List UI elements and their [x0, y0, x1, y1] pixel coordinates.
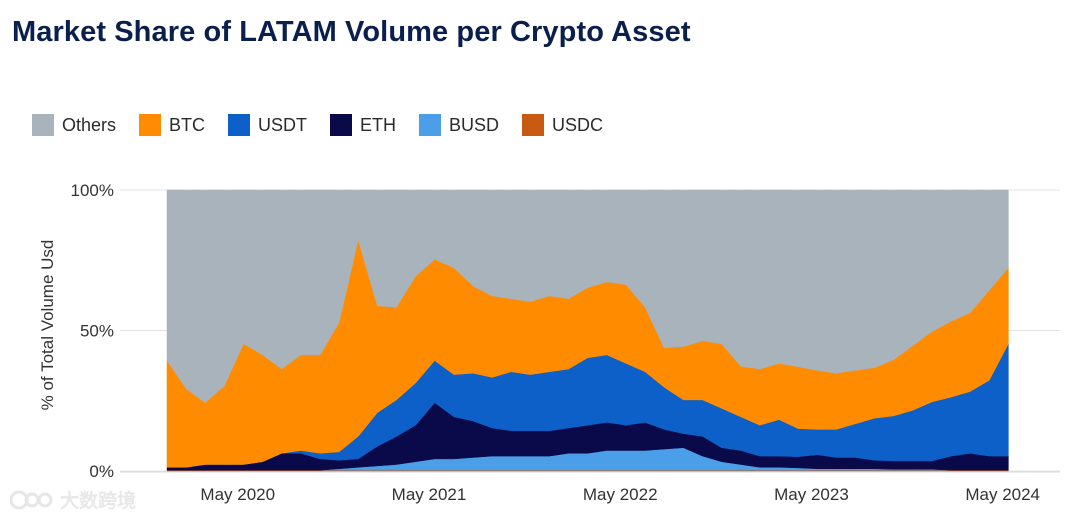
x-tick-label: May 2023: [774, 485, 849, 504]
legend-label-others: Others: [62, 114, 117, 135]
axes: 0% 50% 100% May 2020 May 2021 May 2022 May 202…: [71, 181, 1060, 504]
y-tick-label: 50%: [80, 322, 114, 341]
y-tick-label: 100%: [71, 181, 114, 200]
legend-label-usdt: USDT: [258, 114, 308, 135]
watermark-text: 大数跨境: [60, 491, 137, 512]
legend-item-eth[interactable]: ETH: [330, 114, 396, 136]
legend-swatch-usdc: [522, 114, 545, 136]
legend-swatch-busd: [419, 114, 442, 136]
watermark-logo-icon: [10, 490, 53, 509]
legend-swatch-btc: [139, 114, 162, 136]
legend-swatch-eth: [330, 114, 353, 136]
legend-item-usdc[interactable]: USDC: [522, 114, 603, 136]
area-series-group: [166, 189, 1009, 472]
legend-label-eth: ETH: [360, 114, 397, 135]
watermark: 大数跨境: [10, 486, 136, 513]
area-series-others[interactable]: [166, 189, 1009, 404]
legend-item-usdt[interactable]: USDT: [228, 114, 307, 136]
chart-title: Market Share of LATAM Volume per Crypto …: [12, 16, 691, 48]
legend-item-others[interactable]: Others: [32, 114, 116, 136]
y-tick-label: 0%: [89, 462, 114, 481]
x-tick-label: May 2020: [200, 485, 275, 504]
legend-item-busd[interactable]: BUSD: [419, 114, 499, 136]
y-axis-label: % of Total Volume Usd: [38, 240, 57, 411]
x-tick-label: May 2024: [965, 485, 1040, 504]
legend-label-btc: BTC: [169, 114, 206, 135]
x-tick-label: May 2021: [392, 485, 467, 504]
legend-swatch-others: [32, 114, 54, 136]
legend-item-btc[interactable]: BTC: [139, 114, 205, 136]
legend-swatch-usdt: [228, 114, 251, 136]
legend-label-busd: BUSD: [449, 114, 500, 135]
legend-label-usdc: USDC: [552, 114, 604, 135]
legend: Others BTC USDT ETH BUSD USDC: [32, 114, 626, 136]
x-tick-label: May 2022: [583, 485, 658, 504]
